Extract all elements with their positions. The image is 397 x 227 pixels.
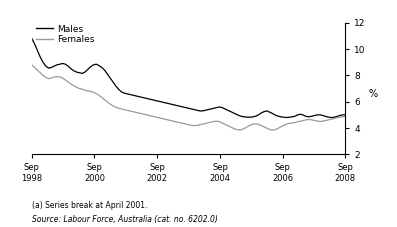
Text: Source: Labour Force, Australia (cat. no. 6202.0): Source: Labour Force, Australia (cat. no… [32, 215, 218, 224]
Text: (a) Series break at April 2001.: (a) Series break at April 2001. [32, 201, 147, 210]
Legend: Males, Females: Males, Females [36, 25, 94, 44]
Y-axis label: %: % [368, 89, 378, 99]
